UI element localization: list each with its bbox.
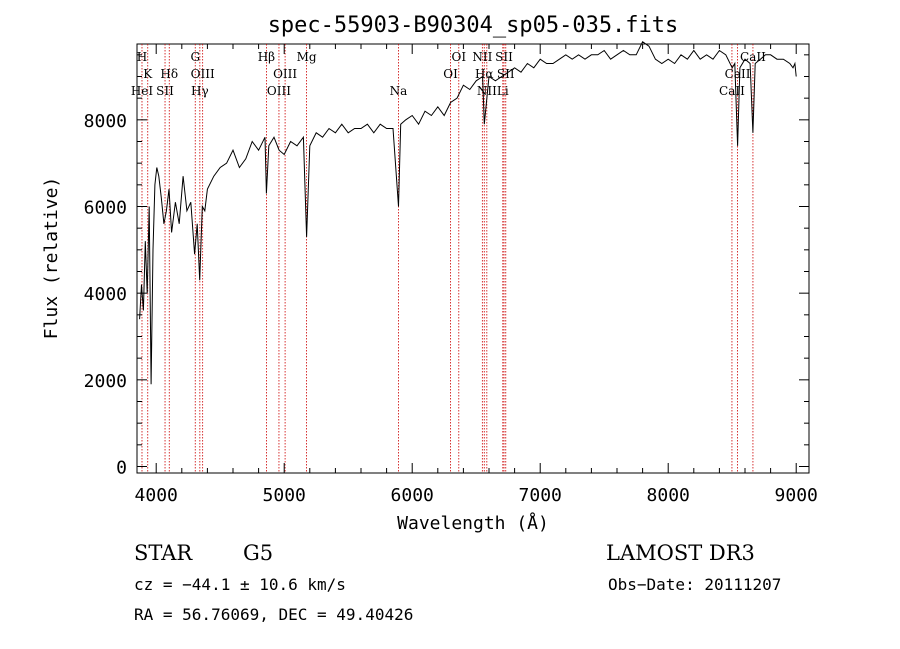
x-tick-label: 5000 xyxy=(263,485,306,506)
line-marker-label: CaII xyxy=(725,67,751,81)
line-marker-label: OI xyxy=(452,50,467,64)
line-marker-label: OIII xyxy=(267,84,291,98)
x-tick-label: 4000 xyxy=(135,485,178,506)
line-marker-label: SII xyxy=(495,50,513,64)
line-marker-label: Li xyxy=(497,84,509,98)
line-marker-label: Hβ xyxy=(258,50,275,64)
y-axis-label: Flux (relative) xyxy=(41,177,62,340)
survey-name: LAMOST DR3 xyxy=(606,541,755,565)
y-tick-label: 6000 xyxy=(84,198,127,219)
spectrum-line xyxy=(139,41,797,385)
x-axis: 4000 5000 6000 7000 8000 9000 xyxy=(135,44,818,506)
line-marker-label: NII xyxy=(477,84,497,98)
line-marker-label: CaII xyxy=(719,84,745,98)
obs-date-text: Obs−Date: 20111207 xyxy=(608,575,781,594)
line-marker-label: SII xyxy=(156,84,174,98)
line-marker-label: OI xyxy=(443,67,458,81)
line-marker-group xyxy=(141,44,754,473)
line-marker-label: H xyxy=(137,50,147,64)
x-tick-label: 9000 xyxy=(775,485,818,506)
x-tick-label: 6000 xyxy=(391,485,434,506)
y-tick-label: 8000 xyxy=(84,111,127,132)
line-marker-label: K xyxy=(143,67,153,81)
x-axis-label: Wavelength (Å) xyxy=(397,512,549,534)
redshift-text: cz = −44.1 ± 10.6 km/s xyxy=(134,575,346,594)
line-marker-label: OIII xyxy=(273,67,297,81)
object-subclass: G5 xyxy=(243,541,273,565)
x-tick-label: 7000 xyxy=(519,485,562,506)
plot-frame xyxy=(136,43,810,474)
line-marker-label: Hγ xyxy=(191,84,209,98)
y-axis: 0 2000 4000 6000 8000 xyxy=(84,54,809,479)
line-marker-label: Hδ xyxy=(160,67,178,81)
coordinates-text: RA = 56.76069, DEC = 49.40426 xyxy=(134,605,413,624)
y-tick-label: 0 xyxy=(116,458,127,479)
line-marker-label: Mg xyxy=(297,50,317,64)
line-marker-label: Na xyxy=(390,84,408,98)
object-class: STAR xyxy=(134,541,193,565)
x-tick-label: 8000 xyxy=(647,485,690,506)
y-tick-label: 4000 xyxy=(84,284,127,305)
line-marker-label: Hα xyxy=(475,67,494,81)
line-marker-label: NII xyxy=(472,50,492,64)
y-tick-label: 2000 xyxy=(84,371,127,392)
line-marker-label: G xyxy=(190,50,200,64)
chart-title: spec-55903-B90304_sp05-035.fits xyxy=(268,13,679,38)
line-marker-label: HeI xyxy=(131,84,154,98)
line-marker-label: OIII xyxy=(191,67,215,81)
